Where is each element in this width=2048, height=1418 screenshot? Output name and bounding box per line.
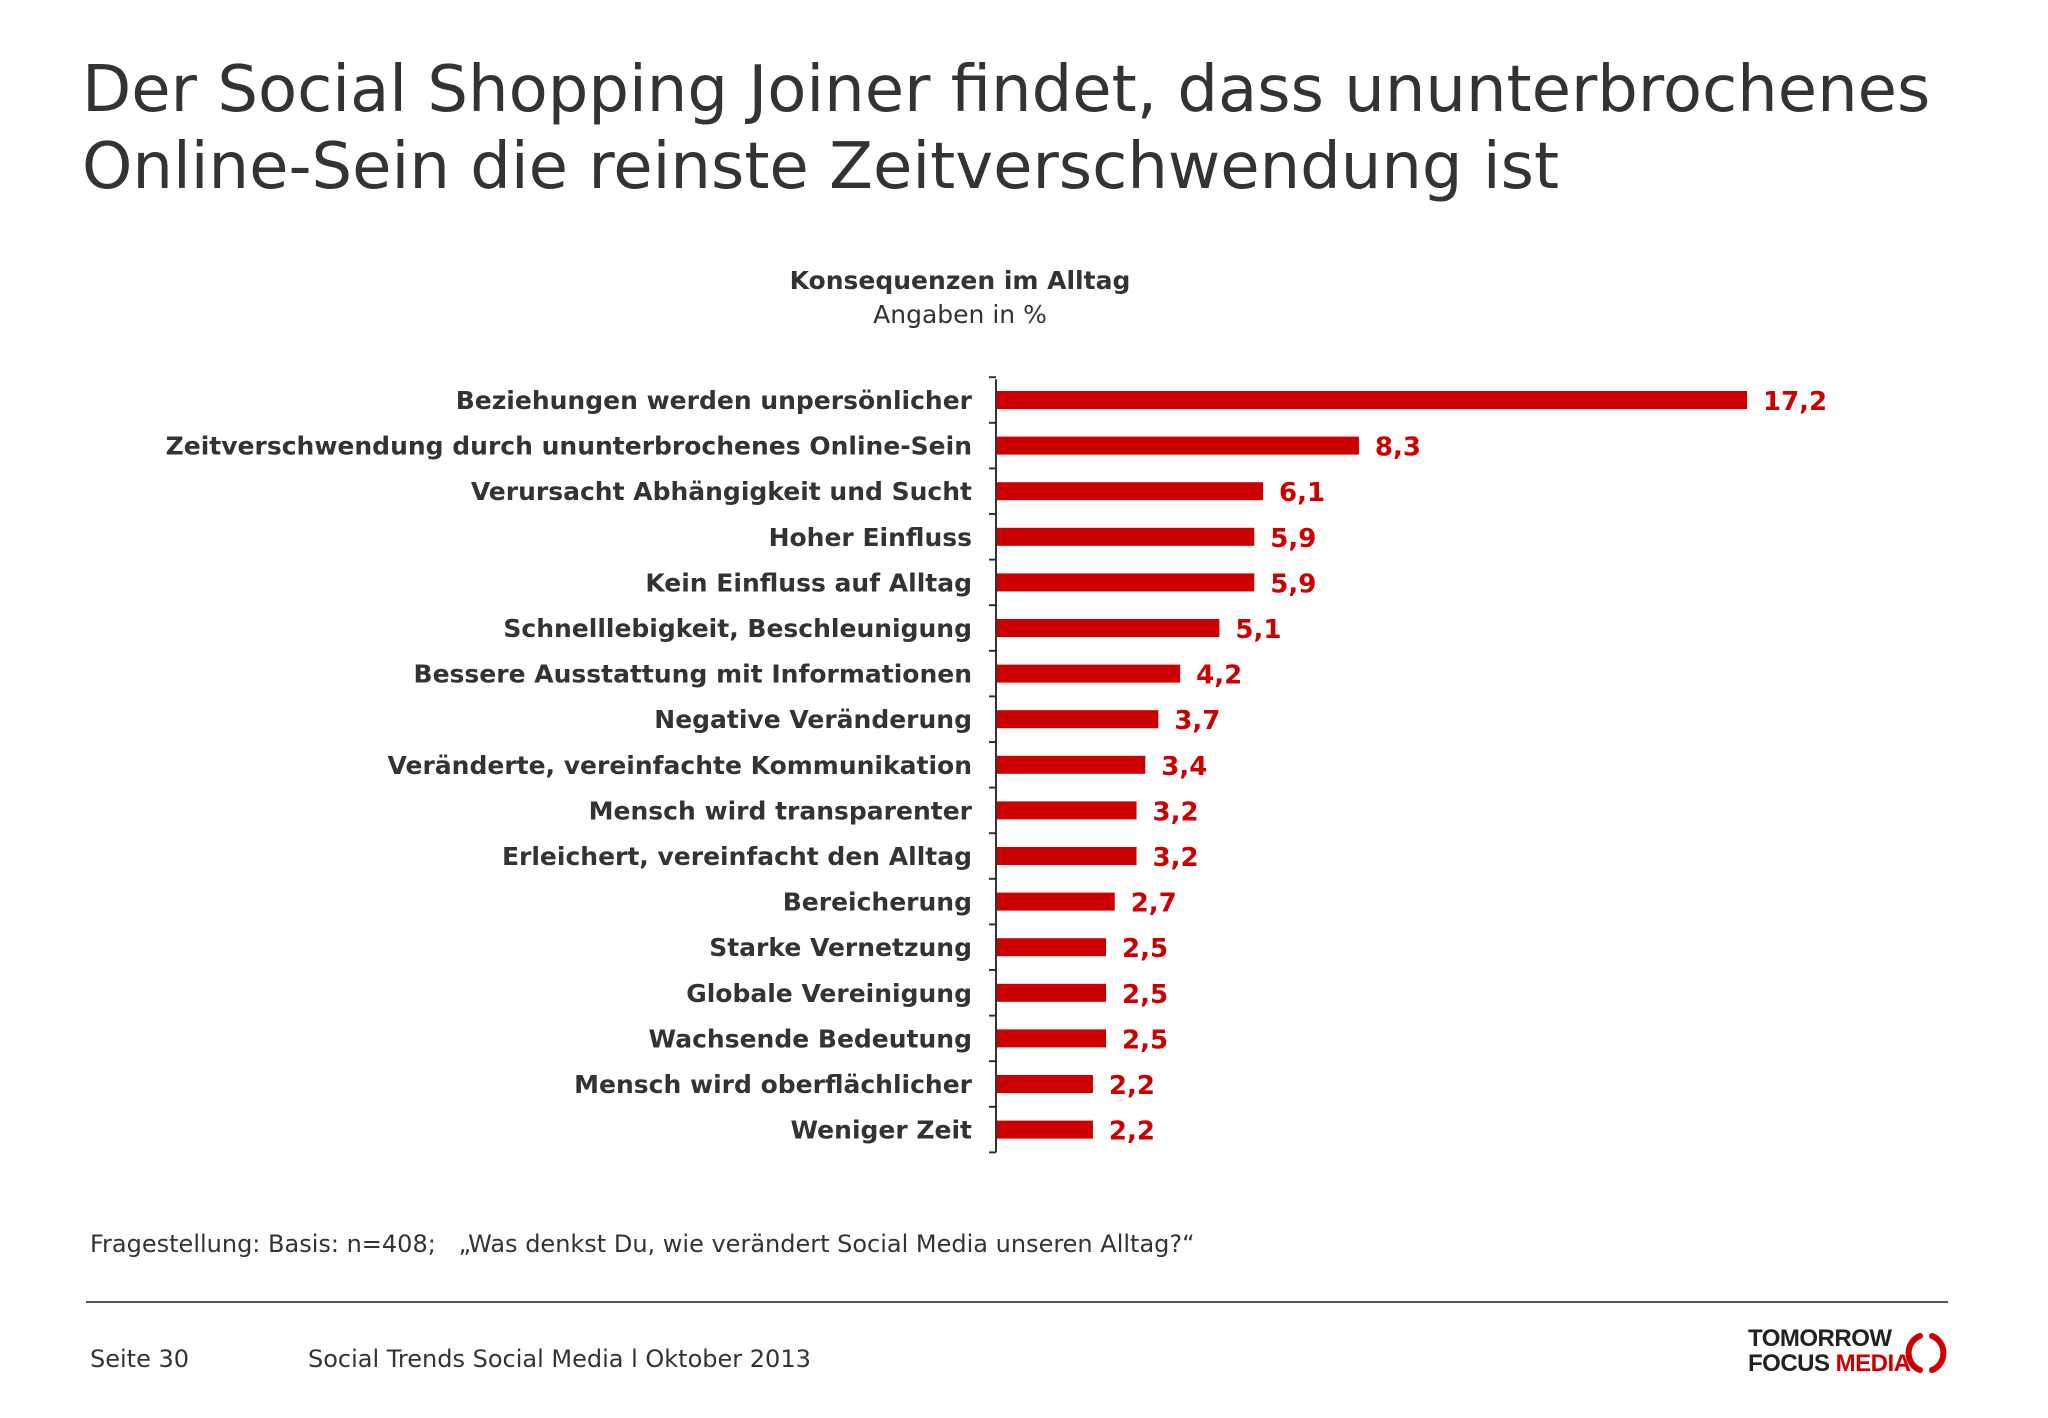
data-label: 2,5 — [1122, 1025, 1168, 1055]
data-label: 17,2 — [1763, 387, 1827, 417]
data-label: 3,7 — [1174, 706, 1220, 736]
bar — [997, 938, 1107, 957]
footer-divider — [86, 1301, 1948, 1303]
data-label: 2,5 — [1122, 980, 1168, 1010]
bar — [997, 573, 1255, 592]
data-label: 3,2 — [1153, 843, 1199, 873]
category-label: Zeitverschwendung durch ununterbrochenes… — [166, 432, 972, 461]
data-label: 6,1 — [1279, 478, 1325, 508]
category-label: Negative Veränderung — [654, 705, 972, 734]
category-label: Beziehungen werden unpersönlicher — [456, 386, 973, 415]
logo-text-line-1: TOMORROW — [1748, 1325, 1892, 1352]
data-label: 8,3 — [1375, 433, 1421, 463]
data-label: 2,2 — [1109, 1071, 1155, 1101]
data-label: 2,5 — [1122, 934, 1168, 964]
chart-title: Konsequenzen im Alltag — [789, 266, 1131, 295]
bar — [997, 801, 1137, 820]
bar — [997, 1075, 1093, 1093]
data-label: 2,2 — [1109, 1117, 1155, 1147]
bar — [997, 1120, 1093, 1139]
category-label: Hoher Einfluss — [769, 523, 972, 552]
data-label: 5,9 — [1270, 524, 1316, 554]
category-label: Weniger Zeit — [791, 1116, 973, 1145]
category-label: Bessere Ausstattung mit Informationen — [414, 660, 972, 689]
logo-text-line-2: FOCUS MEDIA — [1748, 1351, 1911, 1377]
report-name: Social Trends Social Media l Oktober 201… — [308, 1345, 811, 1373]
data-label: 5,9 — [1270, 569, 1316, 599]
category-label: Verursacht Abhängigkeit und Sucht — [471, 477, 972, 506]
category-label: Bereicherung — [783, 888, 972, 917]
bar — [997, 391, 1747, 409]
bar — [997, 436, 1359, 455]
bar — [997, 892, 1115, 911]
bar — [997, 619, 1220, 637]
data-label: 2,7 — [1131, 889, 1177, 919]
chart-subtitle: Angaben in % — [873, 300, 1047, 329]
bar-chart: Beziehungen werden unpersönlicher 17,2 Zei… — [166, 376, 1827, 1154]
slide-title-line-2: Online-Sein die reinste Zeitverschwendun… — [82, 130, 1560, 204]
slide-title-line-1: Der Social Shopping Joiner findet, dass … — [82, 53, 1931, 127]
bar — [997, 482, 1263, 501]
data-label: 3,4 — [1161, 752, 1207, 782]
category-label: Mensch wird oberflächlicher — [574, 1070, 973, 1099]
category-label: Schnelllebigkeit, Beschleunigung — [503, 614, 972, 643]
company-logo: TOMORROW FOCUS MEDIA — [1748, 1326, 1958, 1380]
category-label: Veränderte, vereinfachte Kommunikation — [388, 751, 972, 780]
category-label: Kein Einfluss auf Alltag — [645, 568, 972, 597]
logo-ring-icon — [1905, 1333, 1947, 1373]
bar — [997, 710, 1159, 729]
bar — [997, 755, 1146, 774]
category-label: Globale Vereinigung — [686, 979, 972, 1008]
logo-text-media: MEDIA — [1835, 1350, 1911, 1377]
page-number: Seite 30 — [90, 1345, 190, 1373]
bar — [997, 847, 1137, 865]
bar — [997, 1029, 1107, 1048]
category-label: Mensch wird transparenter — [589, 796, 973, 825]
category-label: Starke Vernetzung — [709, 933, 972, 962]
category-label: Erleichert, vereinfacht den Alltag — [502, 842, 972, 871]
bar — [997, 983, 1107, 1002]
slide-title: Der Social Shopping Joiner findet, dass … — [82, 52, 2002, 206]
logo-text-focus: FOCUS — [1748, 1350, 1836, 1377]
category-label: Wachsende Bedeutung — [649, 1024, 972, 1053]
data-label: 3,2 — [1153, 797, 1199, 827]
data-label: 5,1 — [1235, 615, 1281, 645]
data-label: 4,2 — [1196, 661, 1242, 691]
footnote: Fragestellung: Basis: n=408; „Was denkst… — [90, 1230, 1195, 1258]
bar — [997, 527, 1255, 546]
bar — [997, 664, 1181, 683]
